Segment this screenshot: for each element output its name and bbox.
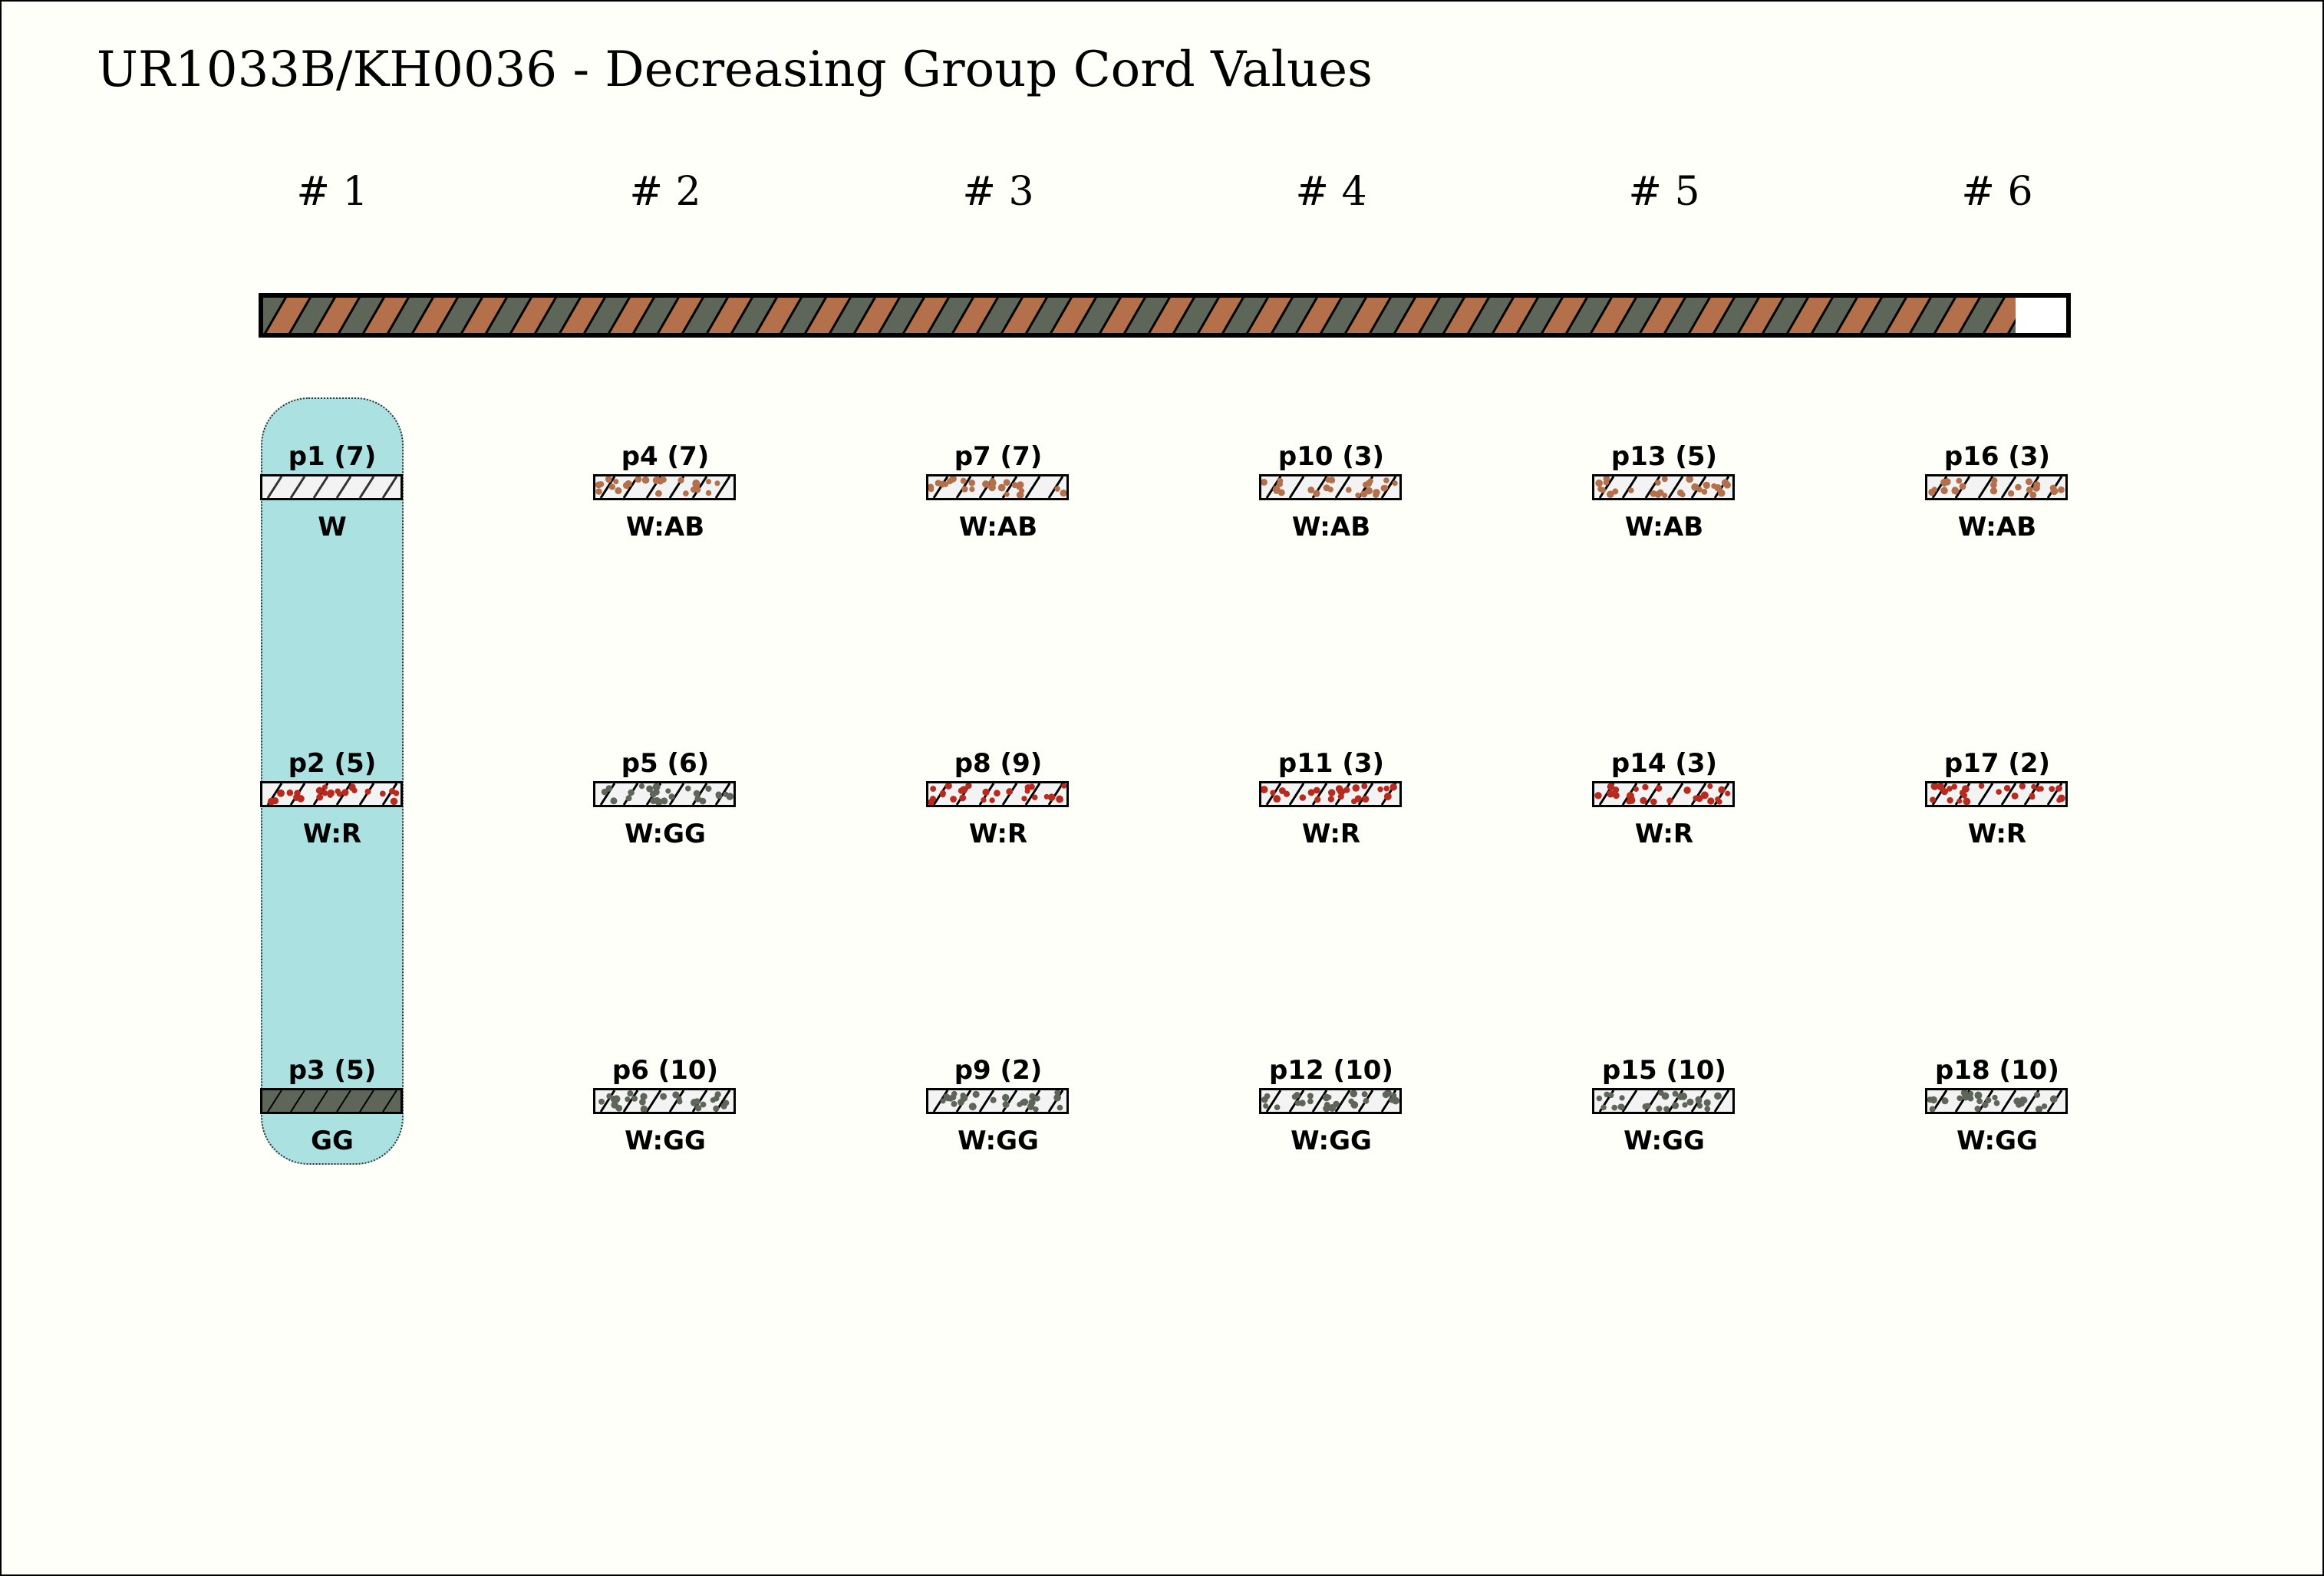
- cord-swatch: [926, 474, 1069, 500]
- cord-swatch: [1592, 1088, 1735, 1114]
- cord-color-code: W:GG: [1624, 1126, 1705, 1156]
- cord-color-code: W:AB: [1624, 512, 1704, 542]
- cord-color-code: W:AB: [1291, 512, 1371, 542]
- cord-label: p6 (10): [611, 1055, 719, 1086]
- cord-swatch: [926, 781, 1069, 807]
- cord-color-code: W:GG: [958, 1126, 1039, 1156]
- cord-label: p7 (7): [954, 441, 1043, 472]
- cord-label: p16 (3): [1943, 441, 2051, 472]
- cord-label: p1 (7): [288, 441, 377, 472]
- cord-swatch: [1925, 1088, 2068, 1114]
- cord-color-code: W:GG: [1291, 1126, 1372, 1156]
- cord-swatch: [1259, 1088, 1402, 1114]
- cord-label: p2 (5): [288, 748, 377, 779]
- cord-color-code: W: [318, 512, 347, 542]
- cord-label: p18 (10): [1935, 1055, 2059, 1086]
- cord-color-code: W:R: [1634, 819, 1694, 849]
- cord-label: p17 (2): [1943, 748, 2051, 779]
- group-header: # 2: [629, 169, 701, 215]
- cord-swatch: [1259, 781, 1402, 807]
- cord-color-code: GG: [311, 1126, 354, 1156]
- cord-swatch: [593, 474, 736, 500]
- cord-swatch: [1592, 781, 1735, 807]
- cord-swatch: [593, 781, 736, 807]
- cord-label: p10 (3): [1277, 441, 1385, 472]
- cord-color-code: W:R: [1967, 819, 2027, 849]
- cord-color-code: W:AB: [958, 512, 1038, 542]
- cord-swatch: [1925, 474, 2068, 500]
- cord-color-code: W:AB: [625, 512, 705, 542]
- cord-swatch: [593, 1088, 736, 1114]
- cord-label: p4 (7): [621, 441, 710, 472]
- group-header: # 4: [1295, 169, 1367, 215]
- cord-label: p9 (2): [954, 1055, 1043, 1086]
- cord-color-code: W:R: [968, 819, 1028, 849]
- cord-label: p3 (5): [288, 1055, 377, 1086]
- cord-swatch: [1592, 474, 1735, 500]
- cord-label: p8 (9): [954, 748, 1043, 779]
- cord-swatch: [1259, 474, 1402, 500]
- group-header: # 3: [962, 169, 1034, 215]
- cord-swatch: [926, 1088, 1069, 1114]
- cord-label: p15 (10): [1602, 1055, 1726, 1086]
- cord-label: p13 (5): [1610, 441, 1718, 472]
- group-header: # 6: [1961, 169, 2033, 215]
- cord-label: p14 (3): [1610, 748, 1718, 779]
- cord-color-code: W:AB: [1957, 512, 2037, 542]
- group-header: # 5: [1628, 169, 1700, 215]
- cord-swatch: [1925, 781, 2068, 807]
- cord-color-code: W:R: [302, 819, 362, 849]
- cord-color-code: W:GG: [625, 819, 706, 849]
- cord-label: p12 (10): [1269, 1055, 1393, 1086]
- cord-color-code: W:GG: [625, 1126, 706, 1156]
- cord-swatch: [260, 781, 403, 807]
- cord-label: p11 (3): [1277, 748, 1385, 779]
- cord-color-code: W:GG: [1956, 1126, 2038, 1156]
- cord-label: p5 (6): [621, 748, 710, 779]
- cord-color-code: W:R: [1301, 819, 1361, 849]
- page-title: UR1033B/KH0036 - Decreasing Group Cord V…: [97, 41, 1373, 98]
- group-header: # 1: [296, 169, 368, 215]
- cord-swatch: [260, 474, 403, 500]
- cord-swatch: [260, 1088, 403, 1114]
- primary-cord: [259, 293, 2071, 338]
